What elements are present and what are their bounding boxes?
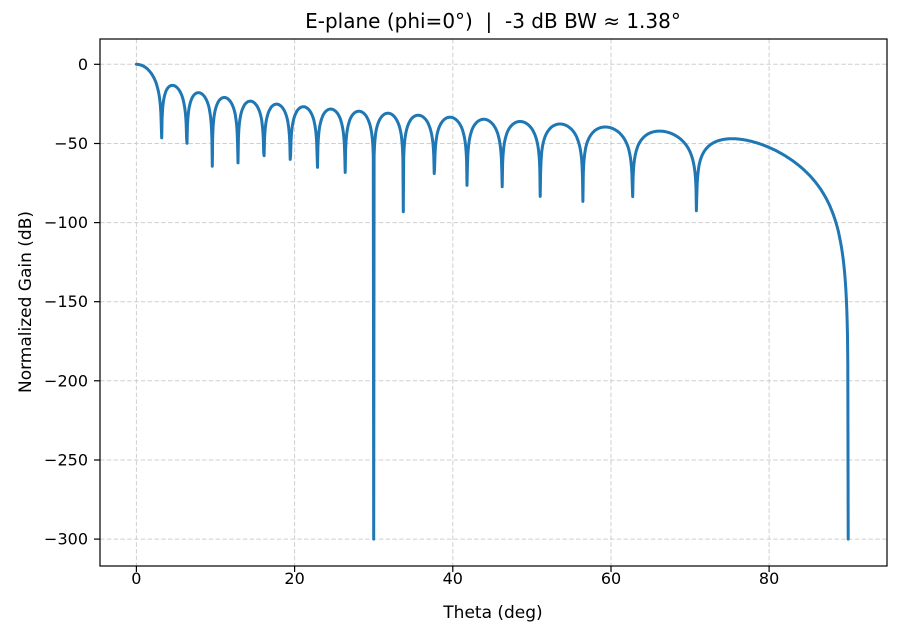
- y-tick-label: −50: [54, 134, 88, 153]
- x-tick-label: 60: [601, 569, 621, 588]
- x-axis-label: Theta (deg): [442, 603, 542, 623]
- tick-layer: [94, 63, 770, 572]
- tick-label-layer: 0 20 40 60 80 0 −50 −100 −150 −200 −250 −300: [44, 55, 779, 588]
- x-tick-label: 20: [284, 569, 304, 588]
- gain-curve: [134, 62, 850, 541]
- y-tick-label: −150: [44, 292, 88, 311]
- x-tick-label: 80: [759, 569, 779, 588]
- axes-spine: [99, 38, 888, 567]
- y-tick-label: −100: [44, 213, 88, 232]
- grid-layer: [100, 39, 887, 566]
- y-axis-label: Normalized Gain (dB): [16, 211, 36, 393]
- y-tick-label: −200: [44, 371, 88, 390]
- y-tick-label: −300: [44, 530, 88, 549]
- y-tick-label: −250: [44, 451, 88, 470]
- y-tick-label: 0: [78, 55, 88, 74]
- chart-title: E-plane (phi=0°) | -3 dB BW ≈ 1.38°: [305, 9, 681, 33]
- x-tick-label: 0: [131, 569, 141, 588]
- x-tick-label: 40: [443, 569, 463, 588]
